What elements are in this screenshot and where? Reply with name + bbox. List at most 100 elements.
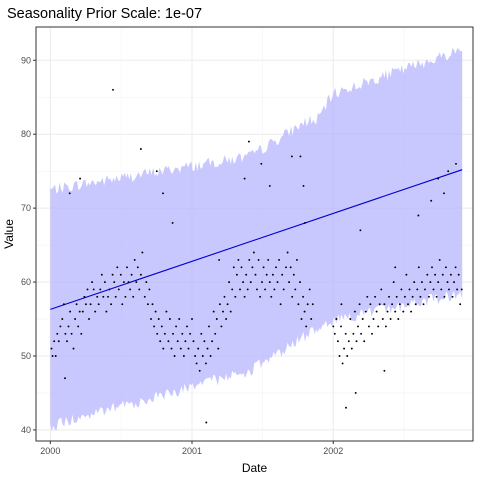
data-point xyxy=(111,273,114,276)
data-point xyxy=(203,340,206,343)
data-point xyxy=(281,273,284,276)
data-point xyxy=(260,162,263,165)
data-point xyxy=(148,288,151,291)
data-point xyxy=(211,340,214,343)
data-point xyxy=(358,303,361,306)
data-point xyxy=(113,281,116,284)
data-point xyxy=(394,266,397,269)
data-point xyxy=(139,148,142,150)
data-point xyxy=(304,221,306,224)
data-point xyxy=(209,355,212,357)
data-point xyxy=(239,288,241,291)
data-point xyxy=(392,281,395,284)
data-point xyxy=(110,303,113,306)
data-point xyxy=(153,325,156,328)
data-point xyxy=(371,332,373,335)
data-point xyxy=(437,281,440,284)
x-tick-label: 2001 xyxy=(182,446,202,456)
data-point xyxy=(300,318,303,320)
data-point xyxy=(435,295,438,298)
data-point xyxy=(155,170,158,173)
data-point xyxy=(189,332,192,335)
data-point xyxy=(459,303,462,306)
data-point xyxy=(218,258,221,261)
data-point xyxy=(108,288,111,291)
data-point xyxy=(340,325,342,328)
data-point xyxy=(232,266,235,269)
data-point xyxy=(308,288,311,291)
data-point xyxy=(54,355,57,357)
data-point xyxy=(451,295,454,298)
data-point xyxy=(201,355,204,357)
data-point xyxy=(256,288,258,291)
data-point xyxy=(395,295,398,298)
data-point xyxy=(403,295,406,298)
data-point xyxy=(88,318,90,320)
data-point xyxy=(218,303,221,306)
data-point xyxy=(386,310,389,313)
data-point xyxy=(398,303,401,306)
data-point xyxy=(446,281,449,284)
data-point xyxy=(64,377,66,380)
data-point xyxy=(150,318,152,320)
data-point xyxy=(204,362,207,365)
data-point xyxy=(408,288,411,291)
data-point xyxy=(447,170,450,173)
data-point xyxy=(299,281,301,284)
data-point xyxy=(94,310,97,313)
data-point xyxy=(214,332,217,335)
data-point xyxy=(205,421,208,424)
data-point xyxy=(83,295,86,298)
data-point xyxy=(69,310,72,313)
data-point xyxy=(237,258,240,261)
data-point xyxy=(311,303,314,306)
data-point xyxy=(167,340,170,343)
data-point xyxy=(99,288,102,291)
data-point xyxy=(357,325,359,328)
data-point xyxy=(443,295,446,298)
data-point xyxy=(192,340,195,343)
data-point xyxy=(74,318,77,320)
data-point xyxy=(50,347,53,350)
data-point xyxy=(168,318,171,320)
data-point xyxy=(344,332,347,335)
data-point xyxy=(261,281,263,284)
data-point xyxy=(264,288,267,291)
data-point xyxy=(160,325,163,328)
data-point xyxy=(432,288,435,291)
data-point xyxy=(438,258,441,261)
data-point xyxy=(146,303,149,306)
data-point xyxy=(139,273,142,276)
data-point xyxy=(402,310,405,313)
data-point xyxy=(349,318,352,320)
data-point xyxy=(107,295,109,298)
data-point xyxy=(363,340,366,343)
data-point xyxy=(175,325,178,328)
data-point xyxy=(225,318,228,320)
data-point xyxy=(444,266,447,269)
data-point xyxy=(297,303,300,306)
data-point xyxy=(347,340,350,343)
data-point xyxy=(77,325,80,328)
data-point xyxy=(353,310,356,313)
data-point xyxy=(333,332,336,335)
axes: 40 50 60 70 80 90 2000 2001 2002 xyxy=(21,55,343,456)
data-point xyxy=(289,266,292,269)
data-point xyxy=(68,192,71,195)
data-point xyxy=(391,303,394,306)
data-point xyxy=(247,140,250,143)
data-point xyxy=(226,303,229,306)
data-point xyxy=(59,325,62,328)
data-point xyxy=(251,266,254,269)
data-point xyxy=(86,288,89,291)
data-point xyxy=(377,325,380,328)
data-point xyxy=(240,266,243,269)
data-point xyxy=(388,295,390,298)
data-point xyxy=(411,295,414,298)
data-point xyxy=(163,332,166,335)
data-point xyxy=(171,221,174,224)
data-point xyxy=(141,251,144,254)
data-point xyxy=(170,347,173,350)
data-point xyxy=(279,303,282,306)
